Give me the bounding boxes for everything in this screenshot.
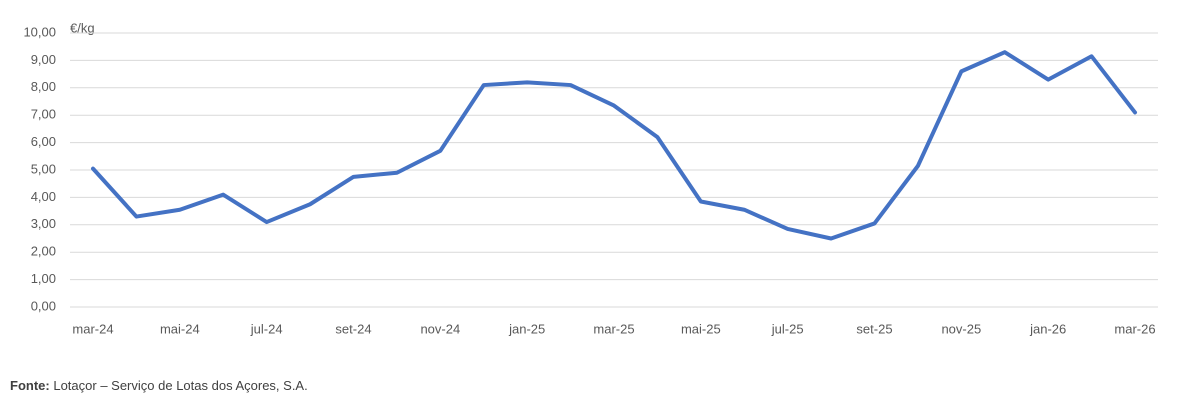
source-label: Fonte: <box>10 378 50 393</box>
x-tick-label: mai-25 <box>681 321 721 336</box>
y-unit: €/kg <box>70 20 95 35</box>
chart: €/kg 0,00 1,00 2,00 3,00 4,00 5,00 6,00 7,00 8,0… <box>23 20 1158 336</box>
y-tick-label: 9,00 <box>31 52 56 67</box>
x-tick-label: mar-26 <box>1114 321 1155 336</box>
x-tick-label: jul-25 <box>771 321 804 336</box>
x-tick-label: nov-24 <box>420 321 460 336</box>
y-tick-label: 2,00 <box>31 244 56 259</box>
source-text: Lotaçor – Serviço de Lotas dos Açores, S… <box>53 378 308 393</box>
x-tick-label: mar-25 <box>593 321 634 336</box>
y-tick-label: 3,00 <box>31 216 56 231</box>
y-tick-label: 10,00 <box>23 24 56 39</box>
data-line <box>91 50 1137 241</box>
y-tick-label: 7,00 <box>31 107 56 122</box>
x-tick-label: set-25 <box>856 321 892 336</box>
x-tick-label: set-24 <box>335 321 371 336</box>
y-tick-label: 6,00 <box>31 134 56 149</box>
source: Fonte: Lotaçor – Serviço de Lotas dos Aç… <box>10 378 308 393</box>
x-tick-label: nov-25 <box>941 321 981 336</box>
y-tick-label: 1,00 <box>31 271 56 286</box>
x-tick-label: jul-24 <box>250 321 283 336</box>
y-tick-label: 4,00 <box>31 189 56 204</box>
y-tick-label: 8,00 <box>31 79 56 94</box>
x-tick-label: mar-24 <box>72 321 113 336</box>
y-tick-label: 0,00 <box>31 298 56 313</box>
x-tick-label: jan-26 <box>1029 321 1066 336</box>
x-tick-label: jan-25 <box>508 321 545 336</box>
y-tick-label: 5,00 <box>31 161 56 176</box>
x-tick-label: mai-24 <box>160 321 200 336</box>
